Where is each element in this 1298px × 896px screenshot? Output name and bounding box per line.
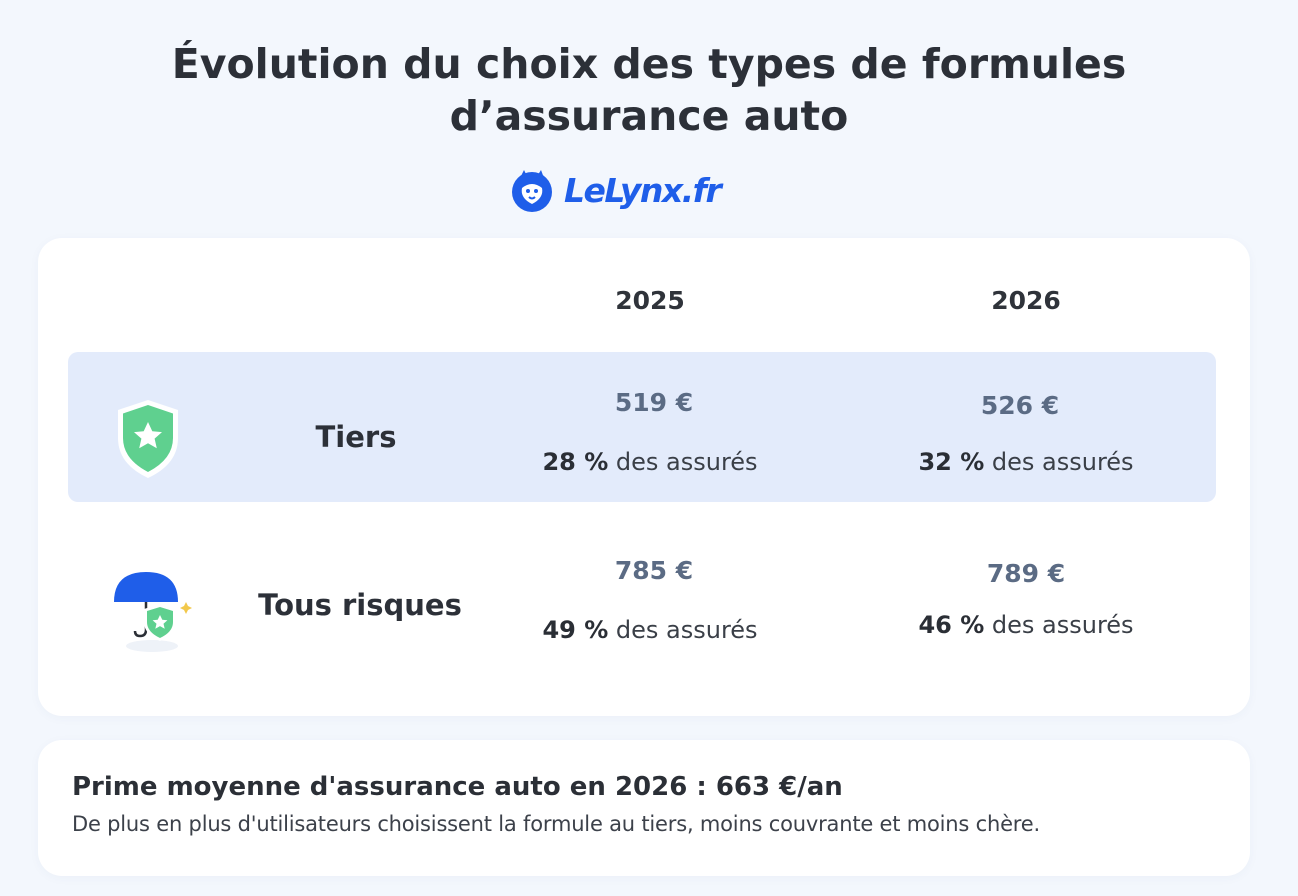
column-header-2026: 2026 [991,286,1061,315]
share-percent: 28 % [542,448,609,476]
row-label-tous-risques: Tous risques [258,588,462,622]
table-row-highlight [68,352,1216,502]
share-percent: 46 % [918,611,985,639]
price-tous-risques-2025: 785 € [614,556,694,585]
share-text: des assurés [991,611,1134,639]
lynx-logo-icon [512,170,552,212]
page-title: Évolution du choix des types de formules… [0,38,1298,142]
summary-subtitle: De plus en plus d'utilisateurs choisisse… [72,812,1040,836]
logo-text: LeLynx.fr [564,170,722,210]
summary-card [38,740,1250,876]
price-tiers-2025: 519 € [614,388,694,417]
share-percent: 49 % [542,616,609,644]
share-percent: 32 % [918,448,985,476]
price-tiers-2026: 526 € [980,391,1060,420]
share-tiers-2025: 28 % des assurés [490,448,810,476]
price-tous-risques-2026: 789 € [986,559,1066,588]
share-tous-risques-2025: 49 % des assurés [490,616,810,644]
share-text: des assurés [615,448,758,476]
share-tous-risques-2026: 46 % des assurés [866,611,1186,639]
column-header-2025: 2025 [615,286,685,315]
shield-star-icon [118,400,178,478]
row-label-tiers: Tiers [315,420,397,454]
umbrella-shield-icon [114,572,192,652]
share-text: des assurés [991,448,1134,476]
share-text: des assurés [615,616,758,644]
page-title-line-1: Évolution du choix des types de formules [171,40,1127,88]
share-tiers-2026: 32 % des assurés [866,448,1186,476]
summary-title: Prime moyenne d'assurance auto en 2026 :… [72,772,843,802]
lelynx-logo[interactable]: LeLynx.fr [508,162,722,218]
page-title-line-2: d’assurance auto [449,92,849,140]
